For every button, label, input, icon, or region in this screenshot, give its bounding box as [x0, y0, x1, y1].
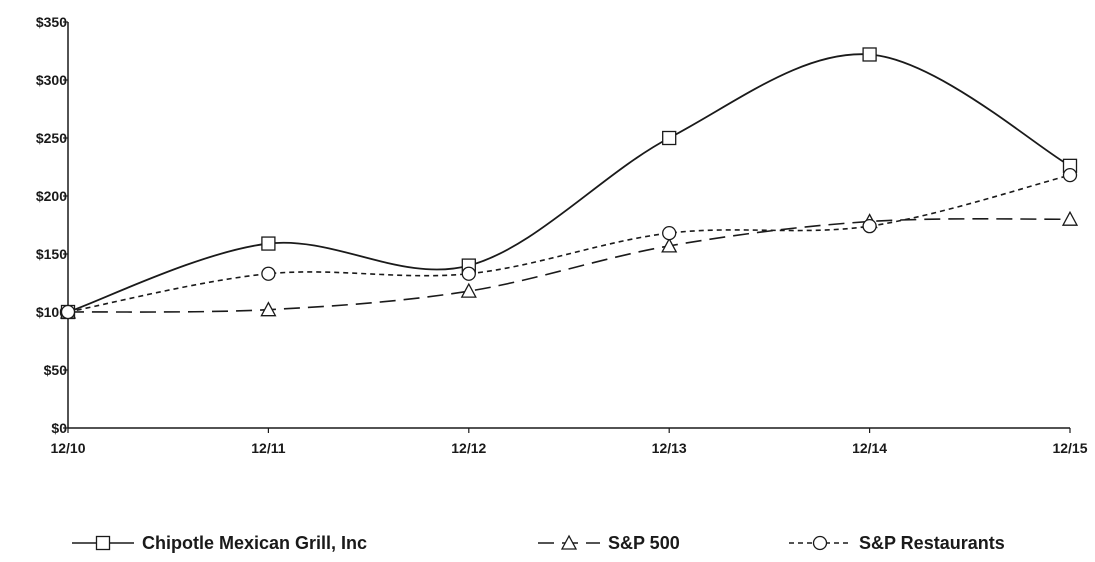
series-0-point-1 [261, 236, 276, 251]
series-2-point-5 [1062, 167, 1078, 183]
x-tick-label: 12/15 [1052, 440, 1087, 456]
series-lines [67, 53, 1071, 313]
series-1-point-2 [460, 282, 477, 298]
series-markers [59, 47, 1079, 320]
series-2-point-4 [862, 219, 877, 234]
legend-label-1: S&P 500 [608, 533, 680, 553]
y-tick-label: $200 [36, 188, 67, 204]
legend-label-0: Chipotle Mexican Grill, Inc [142, 533, 367, 553]
series-2-point-2 [461, 266, 476, 281]
y-tick-label: $150 [36, 246, 67, 262]
y-tick-label: $0 [51, 420, 67, 436]
x-tick-label: 12/10 [50, 440, 85, 456]
y-tick-label: $250 [36, 130, 67, 146]
series-0-point-3 [662, 130, 677, 146]
series-line-0 [67, 53, 1071, 313]
series-1-point-3 [661, 237, 678, 253]
series-2-point-0 [60, 304, 76, 320]
legend-marker-0 [95, 535, 111, 551]
x-tick-label: 12/13 [652, 440, 687, 456]
x-tick-label: 12/14 [852, 440, 887, 456]
legend: Chipotle Mexican Grill, Inc S&P 500 S&P Re… [72, 533, 1005, 553]
x-tick-label: 12/12 [451, 440, 486, 456]
y-tick-label: $50 [44, 362, 68, 378]
series-1-point-5 [1061, 210, 1079, 226]
series-2-point-3 [662, 225, 677, 241]
series-2-point-1 [261, 266, 276, 281]
legend-marker-1 [560, 534, 578, 550]
legend-label-2: S&P Restaurants [859, 533, 1005, 553]
legend-marker-2 [812, 535, 828, 551]
series-0-point-4 [862, 47, 877, 62]
series-1-point-1 [260, 301, 277, 317]
series-line-2 [67, 174, 1071, 313]
y-tick-label: $350 [36, 14, 67, 30]
y-tick-label: $300 [36, 72, 67, 88]
axes: $0 $50 $100 $150 $200 $250 $300 $350 12/10 12/11 1… [36, 14, 1088, 456]
x-tick-label: 12/11 [251, 440, 285, 456]
series-line-1 [67, 218, 1071, 313]
y-tick-label: $100 [36, 304, 67, 320]
